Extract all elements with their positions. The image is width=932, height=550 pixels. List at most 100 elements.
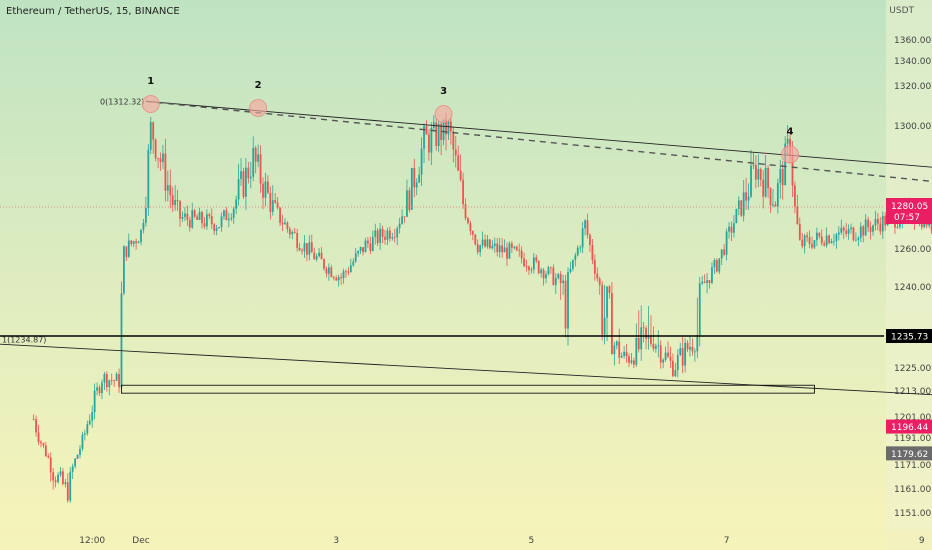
dashed-trendline: [145, 100, 932, 183]
candle: [774, 201, 777, 207]
candle: [618, 328, 621, 365]
candle: [359, 246, 362, 255]
candle: [606, 286, 608, 342]
candle: [462, 172, 464, 209]
candle: [393, 228, 396, 243]
candle: [52, 468, 55, 490]
candle-body: [554, 278, 557, 285]
candle: [296, 228, 299, 252]
trendline: [145, 100, 932, 168]
candle: [284, 218, 286, 225]
candle: [757, 154, 760, 188]
candle-body: [318, 252, 321, 257]
candle-body: [215, 228, 218, 231]
candle: [608, 285, 611, 299]
candle: [767, 165, 769, 198]
candle-body: [196, 216, 199, 220]
candle-body: [230, 217, 233, 219]
candle: [288, 226, 291, 239]
candle-body: [342, 271, 345, 279]
candle-body: [757, 168, 760, 180]
candle-body: [879, 223, 882, 232]
candle: [44, 441, 47, 457]
candle-body: [864, 219, 867, 236]
candle-body: [637, 337, 640, 350]
candle-body: [850, 227, 852, 230]
candle: [752, 152, 755, 170]
candle: [184, 207, 186, 222]
candle: [486, 235, 489, 249]
candle-body: [210, 216, 213, 225]
candle-body: [779, 168, 782, 184]
candle-body: [174, 200, 177, 206]
candle-body: [476, 244, 479, 253]
candle-body: [437, 123, 440, 146]
candle: [140, 229, 142, 246]
candle: [859, 222, 862, 243]
candle-body: [66, 482, 69, 501]
candle-body: [567, 272, 569, 329]
candle-body: [593, 260, 596, 274]
candle: [262, 177, 264, 210]
candle: [349, 258, 352, 273]
candle: [737, 196, 740, 216]
candle-body: [493, 243, 496, 246]
candle-body: [393, 237, 396, 238]
candle-body: [159, 158, 162, 163]
candle-body: [144, 207, 147, 223]
candle-body: [188, 219, 191, 228]
candle-body: [791, 155, 794, 186]
candle: [769, 187, 772, 214]
touch-marker: [434, 105, 453, 123]
candle: [105, 371, 108, 392]
candle-body: [362, 247, 364, 253]
candle: [208, 212, 211, 219]
candle-body: [752, 164, 755, 166]
candle: [171, 187, 174, 212]
candle: [93, 383, 96, 420]
candle-body: [91, 412, 94, 421]
candle-body: [176, 200, 179, 202]
candle: [698, 276, 701, 347]
candle: [203, 217, 206, 230]
candle-body: [457, 155, 460, 171]
candle: [850, 223, 852, 234]
candle-body: [618, 341, 621, 358]
candle-body: [642, 327, 645, 329]
candle: [327, 263, 330, 281]
candle: [837, 226, 840, 241]
candle: [552, 264, 555, 286]
candle-body: [615, 341, 618, 346]
candle-body: [713, 260, 716, 268]
candle-body: [252, 147, 255, 177]
candle: [510, 241, 513, 253]
candle-body: [218, 227, 220, 229]
candle-body: [569, 268, 572, 273]
candle-body: [647, 336, 650, 339]
candle-body: [220, 216, 223, 228]
candle: [118, 368, 120, 393]
candle-body: [205, 214, 208, 227]
candle: [418, 166, 421, 184]
candle: [567, 267, 569, 346]
candle: [476, 239, 479, 255]
candle: [357, 250, 360, 257]
candle-body: [49, 457, 52, 473]
candle: [386, 227, 389, 246]
candle-body: [193, 210, 196, 217]
candle: [718, 258, 721, 275]
candle-body: [635, 337, 638, 365]
candle: [503, 239, 506, 253]
candle: [132, 240, 135, 247]
candle: [662, 358, 665, 369]
price-tag: 1235.73: [886, 329, 932, 343]
candle: [210, 208, 213, 230]
candle-body: [462, 179, 464, 205]
touch-number-label: 1: [147, 76, 154, 87]
candle-body: [327, 267, 330, 274]
candle: [645, 325, 647, 350]
candle-body: [408, 190, 411, 210]
